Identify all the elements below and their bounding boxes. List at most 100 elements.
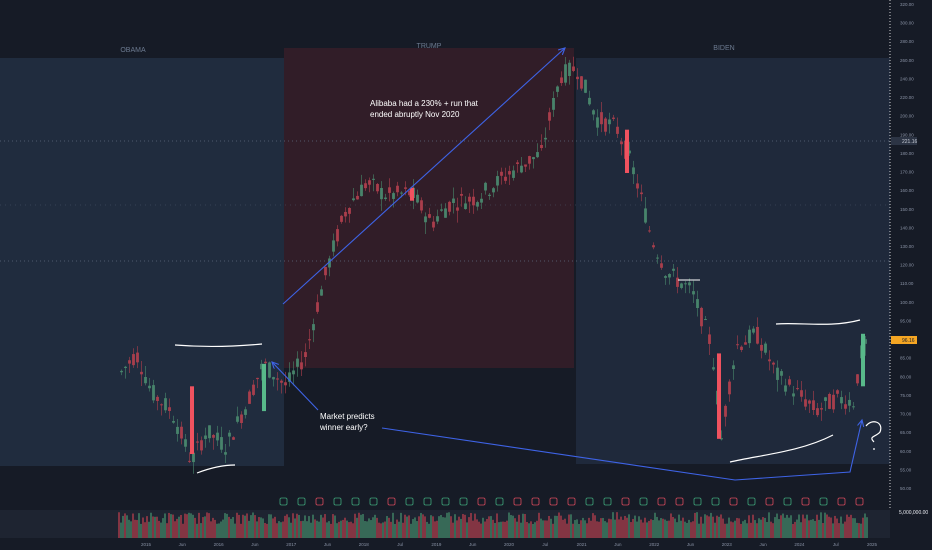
- earnings-marker[interactable]: [441, 497, 450, 506]
- earnings-marker[interactable]: [567, 497, 576, 506]
- volume-bar: [680, 520, 682, 538]
- earnings-marker[interactable]: [351, 497, 360, 506]
- volume-bar: [646, 522, 648, 538]
- earnings-marker[interactable]: [477, 497, 486, 506]
- candle-body: [740, 346, 743, 350]
- volume-bars: [118, 512, 868, 538]
- candle-body: [708, 334, 711, 344]
- earnings-marker[interactable]: [675, 497, 684, 506]
- candle-body: [252, 384, 255, 395]
- candle-body: [400, 192, 403, 194]
- earnings-marker[interactable]: [369, 497, 378, 506]
- volume-bar: [570, 514, 572, 538]
- candle-body: [420, 200, 423, 211]
- earnings-marker[interactable]: [531, 497, 540, 506]
- price-tick-label: 70.00: [900, 412, 912, 417]
- earnings-marker[interactable]: [549, 497, 558, 506]
- earnings-marker[interactable]: [693, 497, 702, 506]
- candle-body: [408, 190, 411, 196]
- candle-body: [476, 202, 479, 207]
- earnings-marker[interactable]: [783, 497, 792, 506]
- volume-bar: [312, 514, 314, 538]
- candle-body: [788, 379, 791, 385]
- volume-bar: [154, 516, 156, 538]
- volume-bar: [310, 522, 312, 538]
- volume-bar: [314, 519, 316, 538]
- earnings-marker[interactable]: [585, 497, 594, 506]
- volume-bar: [776, 513, 778, 538]
- earnings-marker[interactable]: [513, 497, 522, 506]
- earnings-marker[interactable]: [297, 497, 306, 506]
- earnings-marker[interactable]: [819, 497, 828, 506]
- volume-bar: [210, 521, 212, 538]
- volume-bar: [278, 521, 280, 538]
- volume-bar: [518, 514, 520, 538]
- volume-bar: [174, 521, 176, 538]
- earnings-marker[interactable]: [333, 497, 342, 506]
- volume-bar: [208, 513, 210, 538]
- earnings-marker[interactable]: [495, 497, 504, 506]
- volume-bar: [808, 520, 810, 538]
- earnings-marker[interactable]: [423, 497, 432, 506]
- earnings-marker[interactable]: [747, 497, 756, 506]
- volume-bar: [344, 517, 346, 538]
- volume-bar: [472, 520, 474, 538]
- volume-bar: [196, 523, 198, 538]
- earnings-marker[interactable]: [801, 497, 810, 506]
- time-tick-label: Jul: [833, 542, 839, 547]
- candle-body: [224, 452, 227, 455]
- volume-bar: [866, 517, 868, 538]
- volume-bar: [388, 517, 390, 538]
- volume-bar: [860, 523, 862, 538]
- candle-body: [684, 283, 687, 285]
- earnings-marker[interactable]: [765, 497, 774, 506]
- volume-bar: [736, 517, 738, 538]
- candle-body: [512, 170, 515, 178]
- earnings-marker[interactable]: [729, 497, 738, 506]
- earnings-marker[interactable]: [639, 497, 648, 506]
- earnings-marker[interactable]: [387, 497, 396, 506]
- earnings-marker[interactable]: [603, 497, 612, 506]
- candle-body: [156, 396, 159, 401]
- volume-bar: [716, 515, 718, 538]
- volume-bar: [396, 519, 398, 538]
- volume-bar: [322, 517, 324, 538]
- candle-body: [220, 437, 223, 450]
- earnings-marker[interactable]: [459, 497, 468, 506]
- volume-bar: [436, 520, 438, 538]
- earnings-marker[interactable]: [315, 497, 324, 506]
- price-tick-label: 280.00: [900, 39, 914, 44]
- candle-body: [180, 426, 183, 439]
- volume-bar: [654, 512, 656, 538]
- earnings-marker[interactable]: [711, 497, 720, 506]
- earnings-marker[interactable]: [657, 497, 666, 506]
- earnings-marker[interactable]: [405, 497, 414, 506]
- candle-body: [504, 176, 507, 181]
- volume-bar: [468, 517, 470, 538]
- earnings-marker[interactable]: [621, 497, 630, 506]
- volume-bar: [852, 518, 854, 538]
- region-label-biden: BIDEN: [713, 45, 734, 52]
- volume-bar: [706, 515, 708, 538]
- candle-body: [748, 329, 751, 344]
- earnings-marker[interactable]: [837, 497, 846, 506]
- volume-bar: [600, 518, 602, 538]
- candle-body: [648, 230, 651, 232]
- volume-bar: [614, 519, 616, 538]
- volume-bar: [590, 520, 592, 538]
- volume-bar: [606, 522, 608, 538]
- volume-bar: [432, 516, 434, 538]
- volume-bar: [576, 519, 578, 538]
- candle-body: [388, 187, 391, 193]
- volume-bar: [250, 515, 252, 538]
- price-tick-label: 80.00: [900, 374, 912, 379]
- volume-bar: [626, 517, 628, 538]
- earnings-marker[interactable]: [855, 497, 864, 506]
- price-tick-label: 170.00: [900, 170, 914, 175]
- earnings-marker[interactable]: [279, 497, 288, 506]
- volume-bar: [148, 521, 150, 538]
- candle-body: [336, 229, 339, 242]
- price-tick-label: 110.00: [900, 281, 914, 286]
- candle-body: [840, 397, 843, 404]
